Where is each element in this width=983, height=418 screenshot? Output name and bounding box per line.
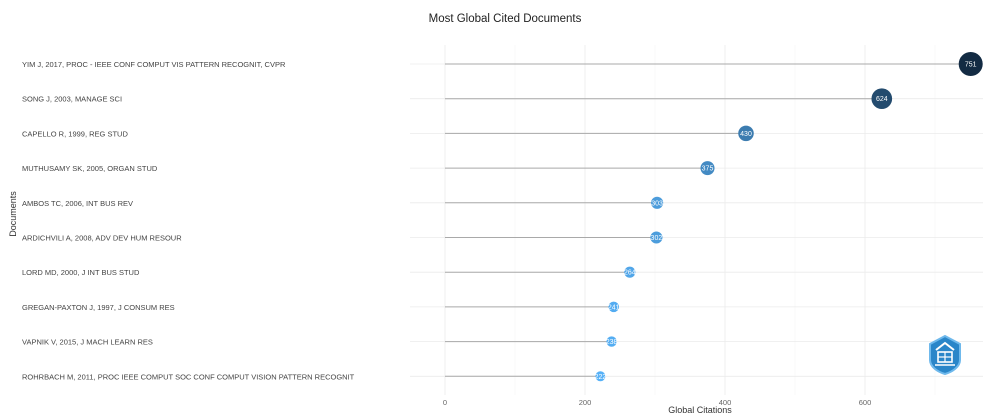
document-label: ROHRBACH M, 2011, PROC IEEE COMPUT SOC C…	[22, 372, 355, 381]
grid	[410, 45, 983, 395]
value-label: 241	[608, 304, 620, 311]
document-label: YIM J, 2017, PROC - IEEE CONF COMPUT VIS…	[22, 60, 286, 69]
document-label: GREGAN-PAXTON J, 1997, J CONSUM RES	[22, 303, 175, 312]
document-label: VAPNIK V, 2015, J MACH LEARN RES	[22, 338, 153, 347]
lollipop-dot	[958, 52, 983, 76]
lollipop-dot	[608, 301, 619, 313]
x-tick-label: 600	[859, 398, 872, 407]
x-tick-label: 0	[443, 398, 447, 407]
value-label: 302	[651, 235, 663, 242]
value-label: 303	[651, 200, 663, 207]
value-label: 430	[740, 131, 752, 138]
document-label: ARDICHVILI A, 2008, ADV DEV HUM RESOUR	[22, 234, 182, 243]
lollipop-dot	[650, 231, 663, 244]
chart-title: Most Global Cited Documents	[429, 13, 582, 25]
value-label: 222	[595, 374, 607, 381]
lollipop-dot	[606, 336, 617, 347]
lollipop-dot	[700, 161, 715, 176]
document-labels: YIM J, 2017, PROC - IEEE CONF COMPUT VIS…	[22, 60, 355, 381]
x-tick-label: 200	[579, 398, 592, 407]
lollipop-dot	[871, 88, 893, 110]
y-axis-title: Documents	[8, 191, 18, 237]
document-label: AMBOS TC, 2006, INT BUS REV	[22, 199, 133, 208]
lollipop-dot	[738, 125, 754, 142]
lollipop-dot	[651, 196, 664, 209]
value-label: 264	[624, 270, 636, 277]
lollipop-dot	[595, 371, 606, 382]
x-tick-labels: 0 200 400 600	[443, 398, 871, 407]
shield-logo-icon	[929, 334, 961, 376]
lollipop-dot	[624, 266, 636, 278]
x-tick-label: 400	[719, 398, 732, 407]
x-axis-title: Global Citations	[668, 405, 732, 415]
value-label: 238	[606, 339, 618, 346]
document-label: MUTHUSAMY SK, 2005, ORGAN STUD	[22, 164, 158, 173]
document-label: LORD MD, 2000, J INT BUS STUD	[22, 268, 140, 277]
value-label: 624	[876, 96, 888, 103]
lollipop-stems	[445, 63, 971, 377]
lollipop-dots: 751 624 430 375 303 302 264 241 238 222	[595, 52, 983, 382]
document-label: SONG J, 2003, MANAGE SCI	[22, 95, 122, 104]
value-label: 375	[702, 166, 714, 173]
document-label: CAPELLO R, 1999, REG STUD	[22, 129, 128, 138]
value-label: 751	[965, 62, 977, 69]
